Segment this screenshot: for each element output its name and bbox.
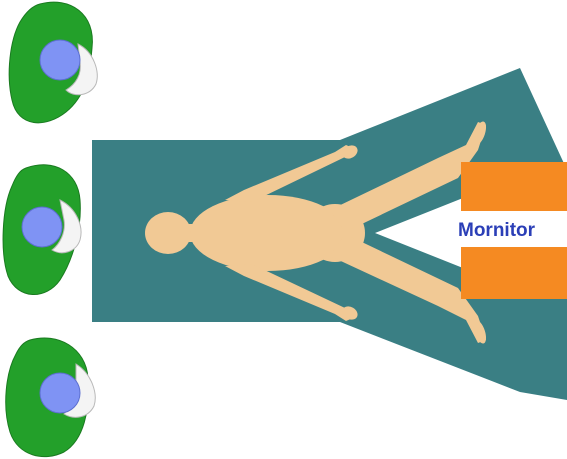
staff-middle: [3, 165, 81, 295]
monitor-top-block: [461, 162, 567, 211]
staff-head-icon: [40, 40, 80, 80]
staff-bottom: [6, 338, 95, 457]
monitor-bottom-block: [461, 247, 567, 299]
staff-head-icon: [40, 373, 80, 413]
staff-head-icon: [22, 207, 62, 247]
staff-top: [9, 2, 97, 123]
monitor-label: Mornitor: [458, 220, 536, 241]
